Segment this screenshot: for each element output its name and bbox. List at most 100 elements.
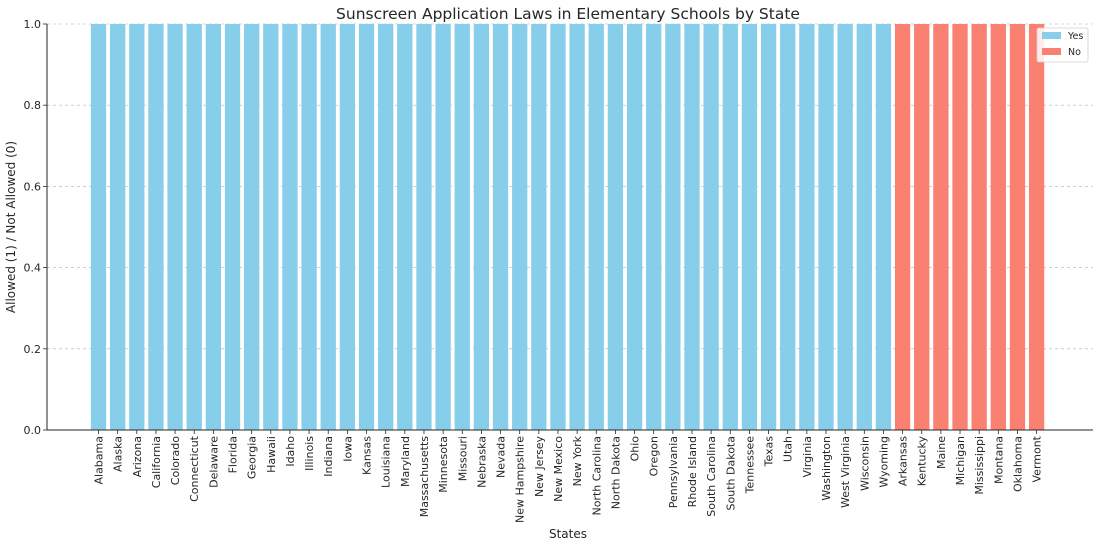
x-tick-label: Alaska: [112, 436, 125, 472]
x-tick-label: Pennsylvania: [667, 436, 680, 508]
bar: [90, 24, 107, 430]
x-tick-label: Florida: [227, 436, 240, 473]
x-ticks: Alabama Alaska Arizona California Colorado Co…: [93, 430, 1044, 523]
bar: [703, 24, 719, 430]
y-axis-label: Allowed (1) / Not Allowed (0): [4, 141, 18, 313]
x-tick-label: Colorado: [169, 436, 182, 485]
bar: [741, 24, 758, 430]
x-tick-label: Illinois: [303, 436, 316, 471]
bar: [646, 24, 662, 430]
bar: [129, 24, 145, 430]
bar: [416, 24, 432, 430]
bar: [397, 24, 413, 430]
x-tick-label: New Jersey: [533, 436, 546, 498]
chart-title: Sunscreen Application Laws in Elementary…: [336, 5, 800, 23]
x-tick-label: New Hampshire: [514, 436, 527, 523]
bars: [90, 24, 1045, 430]
bar: [952, 24, 968, 430]
bar: [301, 24, 317, 430]
legend-label-yes: Yes: [1067, 31, 1083, 42]
y-tick-label: 0.2: [24, 343, 42, 356]
bar: [435, 24, 451, 430]
bar: [607, 24, 624, 430]
x-tick-label: Texas: [763, 436, 776, 468]
x-tick-label: California: [150, 436, 163, 488]
y-ticks: 0.0 0.2 0.4 0.6 0.8 1.0: [24, 18, 47, 437]
x-tick-label: New York: [571, 435, 584, 486]
bar: [492, 24, 509, 430]
bar: [358, 24, 375, 430]
bar: [531, 24, 547, 430]
bar: [894, 24, 911, 430]
x-tick-label: Indiana: [322, 436, 335, 477]
bar: [914, 24, 930, 430]
bar: [378, 24, 394, 430]
x-tick-label: Maine: [935, 436, 948, 469]
bar: [780, 24, 796, 430]
x-tick-label: Nebraska: [475, 436, 488, 488]
x-tick-label: South Dakota: [724, 436, 737, 510]
x-tick-label: Massachusetts: [418, 436, 431, 518]
bar: [722, 24, 738, 430]
bar: [818, 24, 834, 430]
x-tick-label: Louisiana: [380, 436, 393, 488]
bar: [109, 24, 126, 430]
bar: [320, 24, 336, 430]
bar: [933, 24, 949, 430]
bar: [186, 24, 202, 430]
x-tick-label: Montana: [992, 436, 1005, 484]
y-tick-label: 1.0: [24, 18, 42, 31]
x-tick-label: South Carolina: [705, 436, 718, 517]
bar: [990, 24, 1006, 430]
x-tick-label: Delaware: [207, 436, 220, 488]
x-tick-label: Idaho: [284, 436, 297, 467]
x-tick-label: Ohio: [629, 436, 642, 462]
bar: [1009, 24, 1026, 430]
x-tick-label: Utah: [782, 436, 795, 462]
x-tick-label: Kansas: [361, 436, 374, 475]
x-tick-label: Nevada: [495, 436, 508, 478]
bar: [550, 24, 566, 430]
x-tick-label: Oklahoma: [1011, 436, 1024, 492]
bar: [282, 24, 298, 430]
legend-swatch-no: [1042, 48, 1061, 55]
x-tick-label: Virginia: [801, 436, 814, 477]
bar: [588, 24, 604, 430]
bar: [971, 24, 987, 430]
legend-swatch-yes: [1042, 32, 1061, 39]
y-tick-label: 0.0: [24, 424, 42, 437]
x-tick-label: Vermont: [1031, 435, 1044, 482]
x-tick-label: North Dakota: [609, 436, 622, 509]
x-tick-label: West Virginia: [839, 436, 852, 508]
bar: [473, 24, 490, 430]
y-tick-label: 0.8: [24, 99, 42, 112]
x-tick-label: Minnesota: [437, 436, 450, 493]
x-tick-label: Michigan: [954, 436, 967, 485]
bar: [837, 24, 853, 430]
x-tick-label: Iowa: [341, 436, 354, 462]
bar: [665, 24, 681, 430]
bar: [167, 24, 183, 430]
bar: [760, 24, 777, 430]
bar: [148, 24, 164, 430]
x-tick-label: Rhode Island: [686, 436, 699, 507]
x-tick-label: Georgia: [246, 436, 259, 479]
y-tick-label: 0.4: [24, 262, 42, 275]
bar: [684, 24, 700, 430]
axes: [46, 24, 1093, 431]
x-tick-label: Mississippi: [973, 436, 986, 495]
x-axis-label: States: [549, 527, 587, 541]
x-tick-label: Kentucky: [916, 436, 929, 487]
bar: [339, 24, 356, 430]
bar: [856, 24, 872, 430]
bar: [263, 24, 279, 430]
bar: [244, 24, 260, 430]
x-tick-label: Wisconsin: [858, 436, 871, 491]
legend: Yes No: [1036, 27, 1089, 63]
x-tick-label: Hawaii: [265, 436, 278, 473]
bar: [1028, 24, 1045, 430]
x-tick-label: Maryland: [399, 436, 412, 487]
x-tick-label: New Mexico: [552, 436, 565, 502]
bar: [569, 24, 585, 430]
